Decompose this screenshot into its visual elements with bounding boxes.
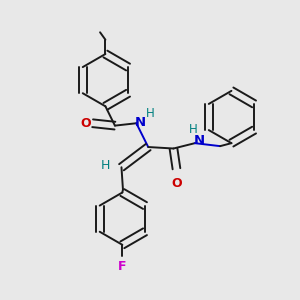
Text: N: N	[194, 134, 205, 147]
Text: H: H	[146, 107, 155, 120]
Text: F: F	[118, 260, 127, 273]
Text: H: H	[189, 123, 198, 136]
Text: H: H	[101, 159, 110, 172]
Text: O: O	[171, 177, 182, 190]
Text: N: N	[134, 116, 146, 129]
Text: O: O	[81, 117, 92, 130]
